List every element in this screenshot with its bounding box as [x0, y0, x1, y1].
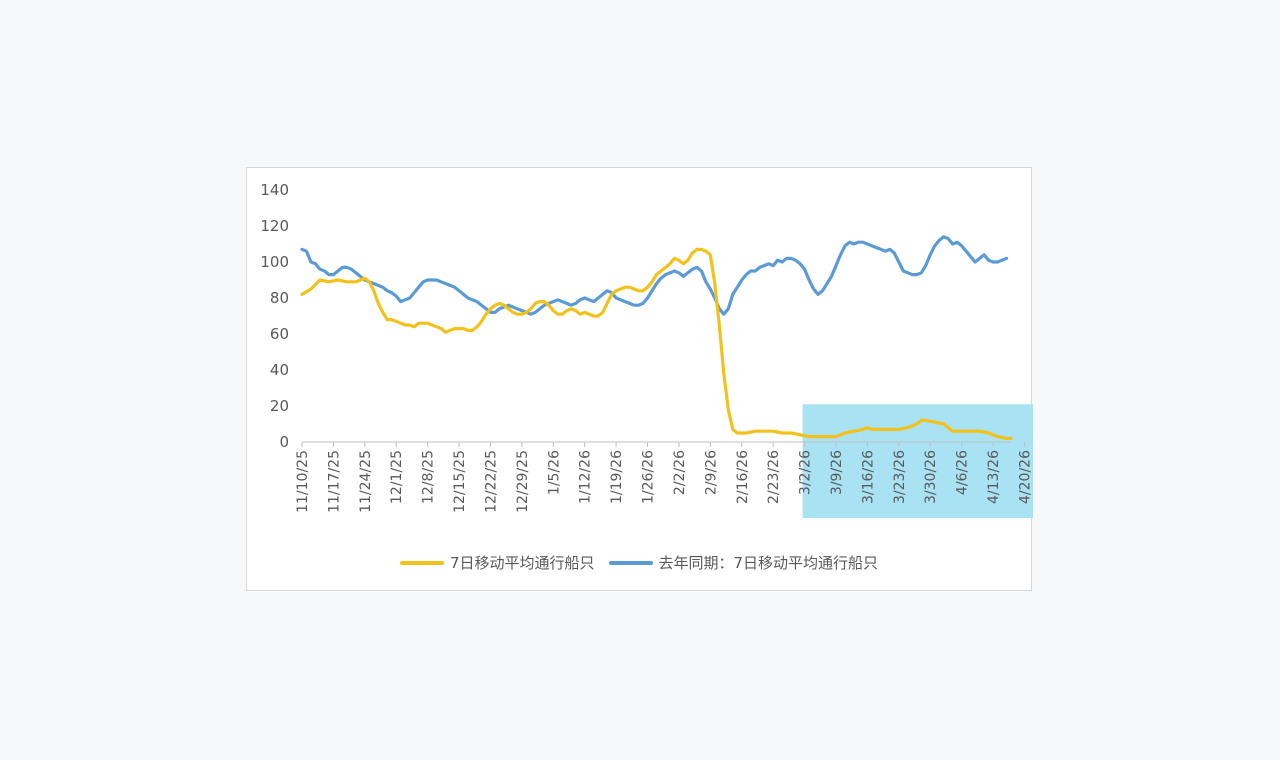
- x-tick-label: 2/23/26: [766, 450, 782, 504]
- legend-label-series-2: 去年同期：7日移动平均通行船只: [658, 554, 879, 572]
- x-tick-label: 3/16/26: [860, 450, 876, 504]
- legend-swatch-series-2: [608, 560, 653, 565]
- x-tick-label: 2/16/26: [735, 450, 751, 504]
- x-tick-label: 12/1/25: [389, 450, 405, 504]
- y-tick-label: 60: [270, 325, 289, 343]
- y-tick-label: 140: [260, 181, 289, 199]
- x-tick-label: 3/9/26: [829, 450, 845, 495]
- x-tick-label: 3/2/26: [798, 450, 814, 495]
- series-line-2: [300, 235, 1009, 316]
- legend: 7日移动平均通行船只 去年同期：7日移动平均通行船只: [247, 552, 1031, 573]
- line-chart: 0 20 40 60 80 100 120 140 11/10/25 11/17/25 11/24…: [260, 181, 1033, 518]
- x-tick-label: 12/22/25: [483, 450, 499, 513]
- x-tick-label: 11/10/25: [295, 450, 311, 513]
- legend-item-series-1: 7日移动平均通行船只: [399, 552, 595, 573]
- x-tick-label: 1/12/26: [578, 450, 594, 504]
- legend-swatch-series-1: [399, 560, 444, 565]
- x-tick-label: 1/26/26: [641, 450, 657, 504]
- x-tick-label: 12/29/25: [515, 450, 531, 513]
- y-tick-label: 20: [270, 397, 289, 415]
- x-tick-label: 12/8/25: [421, 450, 437, 504]
- y-tick-label: 80: [270, 289, 289, 307]
- series-line-1: [300, 247, 1013, 440]
- x-tick-label: 11/24/25: [358, 450, 374, 513]
- x-tick-label: 1/19/26: [609, 450, 625, 504]
- x-tick-label: 4/6/26: [955, 450, 971, 495]
- legend-item-series-2: 去年同期：7日移动平均通行船只: [608, 552, 879, 573]
- y-tick-label: 0: [279, 433, 289, 451]
- y-tick-label: 40: [270, 361, 289, 379]
- x-tick-label: 2/2/26: [672, 450, 688, 495]
- x-tick-label: 4/20/26: [1017, 450, 1033, 504]
- x-tick-label: 4/13/26: [986, 450, 1002, 504]
- x-tick-label: 12/15/25: [452, 450, 468, 513]
- x-tick-label: 11/17/25: [326, 450, 342, 513]
- x-tick-label: 1/5/26: [546, 450, 562, 495]
- x-tick-label: 3/30/26: [923, 450, 939, 504]
- y-tick-label: 100: [260, 253, 289, 271]
- y-tick-label: 120: [260, 217, 289, 235]
- chart-frame: 0 20 40 60 80 100 120 140 11/10/25 11/17/25 11/24…: [246, 167, 1033, 591]
- legend-label-series-1: 7日移动平均通行船只: [449, 554, 595, 572]
- x-tick-label: 2/9/26: [703, 450, 719, 495]
- x-tick-label: 3/23/26: [892, 450, 908, 504]
